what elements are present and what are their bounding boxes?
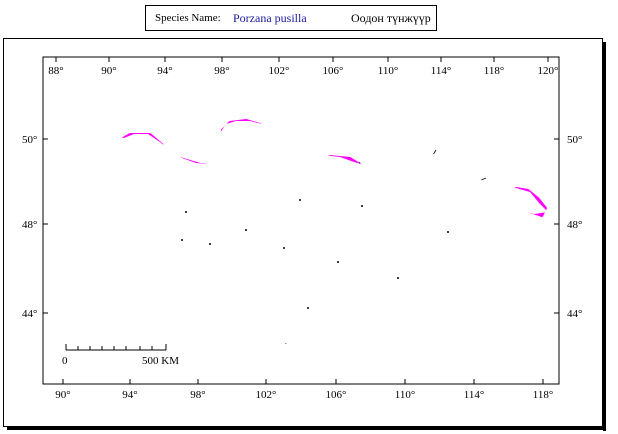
lon-label-top: 114° [431, 65, 452, 77]
lon-label-top: 106° [323, 65, 344, 77]
scale-end-label: 500 KM [142, 355, 179, 367]
lon-label-top: 88° [48, 65, 63, 77]
lat-label-right: 48° [567, 219, 582, 231]
lon-label-top: 110° [378, 65, 399, 77]
lat-label-left: 44° [22, 308, 37, 320]
lon-label-top: 98° [214, 65, 229, 77]
lon-label-bottom: 90° [55, 389, 70, 401]
lon-label-bottom: 114° [464, 389, 485, 401]
lon-label-top: 94° [157, 65, 172, 77]
lon-label-bottom: 106° [326, 389, 347, 401]
top-tick-marks [55, 57, 549, 62]
country-border [62, 119, 550, 354]
species-latin-name: Porzana pusilla [233, 11, 307, 25]
lat-label-left: 48° [22, 219, 37, 231]
lon-label-bottom: 94° [122, 389, 137, 401]
scale-bar: 0 500 KM [62, 344, 179, 367]
species-title-box: Species Name: Porzana pusilla Оодон түнж… [145, 5, 437, 31]
settlement-dots [181, 199, 449, 309]
lon-label-top: 118° [484, 65, 505, 77]
frame-shadow-bottom [7, 427, 606, 430]
side-tick-marks [43, 138, 559, 314]
lat-label-left: 50° [22, 134, 37, 146]
lon-label-bottom: 98° [190, 389, 205, 401]
lon-label-bottom: 118° [533, 389, 554, 401]
lon-label-top: 102° [269, 65, 290, 77]
scale-start-label: 0 [62, 355, 68, 367]
lat-label-right: 44° [567, 308, 582, 320]
species-name-label: Species Name: [155, 12, 221, 24]
species-local-name: Оодон түнжүүр [351, 11, 431, 25]
lat-label-right: 50° [567, 134, 582, 146]
frame-shadow-right [603, 42, 606, 431]
lon-label-top: 120° [538, 65, 559, 77]
lon-label-bottom: 110° [395, 389, 416, 401]
bottom-tick-marks [62, 379, 544, 384]
lon-label-bottom: 102° [256, 389, 277, 401]
map-inner-frame [42, 56, 560, 385]
lon-label-top: 90° [101, 65, 116, 77]
